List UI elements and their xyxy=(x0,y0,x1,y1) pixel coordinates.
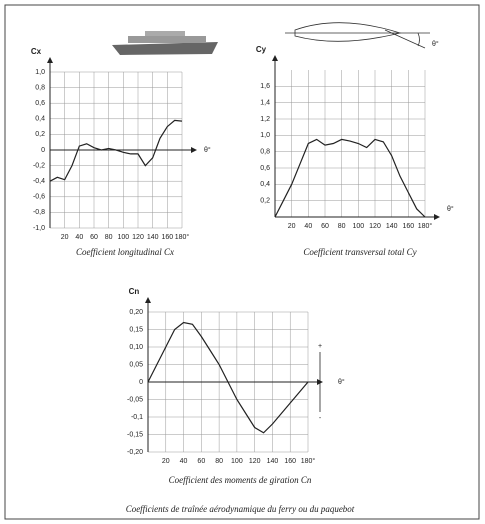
arrow xyxy=(145,297,151,303)
y-tick-label: -0,1 xyxy=(131,414,143,421)
x-tick-label: 20 xyxy=(162,458,170,465)
x-tick-label: 60 xyxy=(197,458,205,465)
frame xyxy=(5,5,479,519)
x-axis-label: θ° xyxy=(447,205,454,213)
y-tick-label: -0,6 xyxy=(33,194,45,201)
diagram-label: θ° xyxy=(432,40,439,48)
y-tick-label: -0,15 xyxy=(127,431,143,438)
y-tick-label: 0,4 xyxy=(260,181,270,188)
arrow xyxy=(191,147,197,153)
caption: Coefficients de traînée aérodynamique du… xyxy=(126,504,355,514)
y-axis-label: Cn xyxy=(129,287,140,296)
y-tick-label: 0 xyxy=(139,379,143,386)
y-tick-label: 0,05 xyxy=(129,361,143,368)
y-tick-label: 0 xyxy=(41,147,45,154)
arrow xyxy=(47,57,53,63)
x-tick-label: 140 xyxy=(147,234,159,241)
y-tick-label: 0,15 xyxy=(129,326,143,333)
y-tick-label: 1,0 xyxy=(35,69,45,76)
y-tick-label: -0,05 xyxy=(127,396,143,403)
x-tick-label: 20 xyxy=(61,234,69,241)
x-tick-label: 100 xyxy=(117,234,129,241)
minus-label: - xyxy=(319,415,322,422)
arrow xyxy=(272,55,278,61)
y-tick-label: -0,20 xyxy=(127,449,143,456)
x-tick-label: 60 xyxy=(321,223,329,230)
data-line xyxy=(148,323,308,433)
chart-title: Coefficient des moments de giration Cn xyxy=(169,475,312,485)
y-tick-label: 0,8 xyxy=(35,84,45,91)
y-tick-label: -0,4 xyxy=(33,178,45,185)
data-line xyxy=(50,120,182,181)
x-tick-label: 160 xyxy=(284,458,296,465)
y-tick-label: 1,2 xyxy=(260,116,270,123)
x-tick-label: 160 xyxy=(161,234,173,241)
page: {"chart_data": [ {"type": "line", "title… xyxy=(0,0,485,524)
y-axis-label: Cy xyxy=(256,45,267,54)
x-tick-label: 120 xyxy=(132,234,144,241)
x-tick-label: 180° xyxy=(301,457,316,465)
y-tick-label: 0,6 xyxy=(260,165,270,172)
x-tick-label: 20 xyxy=(288,223,296,230)
y-tick-label: 0,20 xyxy=(129,309,143,316)
y-tick-label: -0,2 xyxy=(33,162,45,169)
ship-icon xyxy=(112,31,218,55)
x-tick-label: 120 xyxy=(369,223,381,230)
y-tick-label: 0,6 xyxy=(35,100,45,107)
figure: Coefficient longitudinal Cx Coefficient … xyxy=(0,0,485,524)
x-tick-label: 140 xyxy=(267,458,279,465)
y-tick-label: 0,2 xyxy=(260,198,270,205)
x-tick-label: 180° xyxy=(175,233,190,241)
x-tick-label: 80 xyxy=(105,234,113,241)
y-tick-label: 1,4 xyxy=(260,100,270,107)
x-tick-label: 100 xyxy=(352,223,364,230)
y-tick-label: 1,6 xyxy=(260,83,270,90)
y-axis-label: Cx xyxy=(31,47,42,56)
chart-title: Coefficient longitudinal Cx xyxy=(76,247,174,257)
y-tick-label: 0,8 xyxy=(260,149,270,156)
x-tick-label: 180° xyxy=(418,222,433,230)
y-tick-label: 0,10 xyxy=(129,344,143,351)
plus-label: + xyxy=(318,343,322,350)
x-tick-label: 80 xyxy=(338,223,346,230)
x-tick-label: 120 xyxy=(249,458,261,465)
x-tick-label: 60 xyxy=(90,234,98,241)
x-tick-label: 140 xyxy=(386,223,398,230)
x-tick-label: 80 xyxy=(215,458,223,465)
y-tick-label: 0,4 xyxy=(35,116,45,123)
arrow xyxy=(434,214,440,220)
heading-diagram xyxy=(285,23,430,48)
x-tick-label: 160 xyxy=(402,223,414,230)
x-tick-label: 100 xyxy=(231,458,243,465)
x-tick-label: 40 xyxy=(75,234,83,241)
y-tick-label: -0,8 xyxy=(33,209,45,216)
x-tick-label: 40 xyxy=(180,458,188,465)
chart-title: Coefficient transversal total Cy xyxy=(303,247,416,257)
y-tick-label: 1,0 xyxy=(260,132,270,139)
x-tick-label: 40 xyxy=(304,223,312,230)
x-axis-label: θ° xyxy=(338,378,345,386)
data-line xyxy=(275,139,425,217)
y-tick-label: 0,2 xyxy=(35,131,45,138)
y-tick-label: -1,0 xyxy=(33,225,45,232)
x-axis-label: θ° xyxy=(204,146,211,154)
